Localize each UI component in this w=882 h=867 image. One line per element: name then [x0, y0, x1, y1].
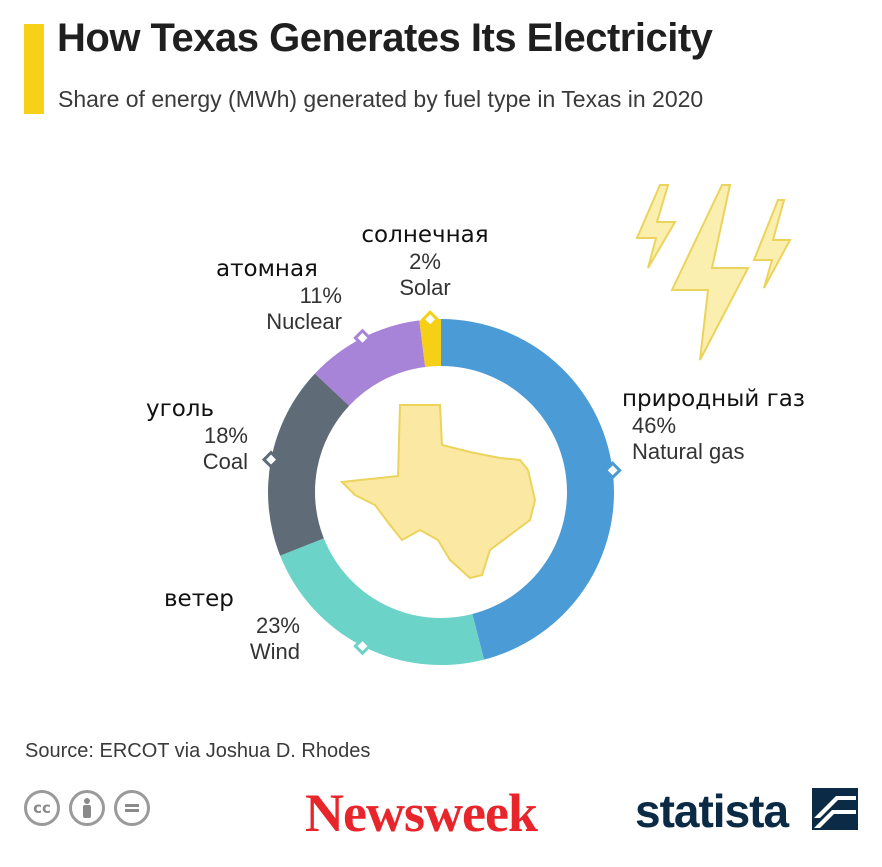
slice-percent: 2%	[409, 249, 441, 274]
slice-label-wind: ветер 23% Wind	[164, 588, 300, 664]
slice-label-ru: природный газ	[622, 386, 806, 412]
slice-label-nuclear: атомная 11% Nuclear	[210, 258, 342, 333]
donut-slice-wind	[280, 538, 485, 665]
lightning-bolt-icons	[635, 184, 792, 361]
no-derivatives-icon	[114, 790, 150, 826]
statista-logo-mark	[812, 788, 858, 830]
slice-marker-nuclear	[353, 328, 372, 348]
slice-label-ru: уголь	[146, 396, 215, 422]
slice-label-en: Nuclear	[266, 309, 342, 334]
statista-logo: statista	[635, 785, 789, 837]
slice-percent: 23%	[255, 613, 300, 638]
attribution-person-icon	[69, 790, 105, 826]
slice-label-ru: ветер	[164, 586, 234, 612]
slice-label-ru: солнечная	[361, 222, 489, 248]
donut-slice-nuclear	[314, 320, 426, 406]
slice-label-en: Natural gas	[632, 439, 745, 464]
lightning-bolt-icon	[752, 199, 792, 289]
slice-label-coal: уголь 18% Coal	[130, 398, 248, 473]
slice-percent: 11%	[299, 283, 342, 308]
slice-percent: 18%	[203, 423, 248, 448]
accent-bar	[24, 24, 44, 114]
creative-commons-icon: cc	[24, 790, 60, 826]
texas-state-outline	[339, 404, 537, 580]
slice-label-en: Wind	[249, 639, 300, 664]
chart-subtitle: Share of energy (MWh) generated by fuel …	[58, 86, 704, 112]
donut-slice-solar	[419, 319, 441, 367]
newsweek-logo: Newsweek	[305, 783, 538, 843]
lightning-bolt-icon	[635, 184, 677, 269]
source-note: Source: ERCOT via Joshua D. Rhodes	[25, 740, 371, 762]
license-icons: cc	[24, 790, 150, 826]
slice-percent: 46%	[632, 413, 677, 438]
slice-label-natural-gas: природный газ 46% Natural gas	[622, 388, 805, 463]
slice-marker-solar	[420, 310, 440, 329]
lightning-bolt-icon	[670, 184, 750, 361]
slice-label-en: Coal	[202, 449, 248, 474]
chart-title: How Texas Generates Its Electricity	[57, 16, 713, 60]
donut-slice-coal	[268, 373, 350, 556]
slice-marker-wind	[353, 636, 372, 656]
slice-marker-coal	[261, 450, 281, 469]
donut-slice-natural-gas	[441, 319, 614, 660]
slice-label-solar: солнечная 2% Solar	[340, 224, 510, 299]
slice-marker-natural-gas	[603, 461, 622, 480]
slice-label-en: Solar	[399, 275, 451, 300]
slice-label-ru: атомная	[216, 256, 318, 282]
